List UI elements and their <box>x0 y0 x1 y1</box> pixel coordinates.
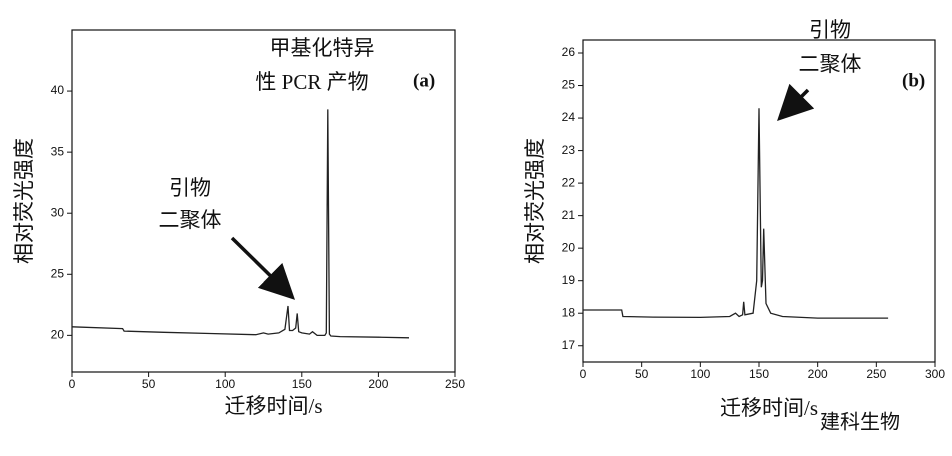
y-tick-label: 23 <box>562 143 576 157</box>
annotation: 甲基化特异 <box>270 36 375 60</box>
x-tick-label: 100 <box>690 367 710 381</box>
x-tick-label: 150 <box>292 377 312 391</box>
trace <box>583 108 889 319</box>
panel-label: (b) <box>902 70 925 91</box>
y-tick-label: 30 <box>51 205 65 219</box>
y-tick-label: 40 <box>51 83 65 97</box>
x-tick-label: 100 <box>215 377 235 391</box>
x-tick-label: 50 <box>635 367 649 381</box>
x-tick-label: 200 <box>368 377 388 391</box>
y-tick-label: 26 <box>562 45 576 59</box>
x-tick-label: 200 <box>808 367 828 381</box>
x-tick-label: 250 <box>866 367 886 381</box>
x-tick-label: 0 <box>580 367 587 381</box>
y-axis-label: 相对荧光强度 <box>523 138 547 264</box>
x-tick-label: 250 <box>445 377 465 391</box>
x-tick-label: 150 <box>749 367 769 381</box>
y-tick-label: 18 <box>562 305 576 319</box>
panel-label: (a) <box>413 70 435 91</box>
annotation: 二聚体 <box>799 52 862 76</box>
x-axis-label: 迁移时间/s <box>720 396 818 420</box>
x-tick-label: 0 <box>69 377 76 391</box>
annotation: 二聚体 <box>159 208 222 232</box>
y-tick-label: 25 <box>562 78 576 92</box>
x-tick-label: 50 <box>142 377 156 391</box>
y-tick-label: 21 <box>562 208 576 222</box>
y-tick-label: 20 <box>51 328 65 342</box>
y-tick-label: 22 <box>562 175 576 189</box>
trace <box>71 109 410 339</box>
y-tick-label: 24 <box>562 110 576 124</box>
plot-frame <box>71 29 456 373</box>
x-axis-label: 迁移时间/s <box>224 394 322 418</box>
y-tick-label: 25 <box>51 266 65 280</box>
watermark: 建科生物 <box>820 411 900 434</box>
arrow <box>777 83 815 121</box>
arrow <box>230 236 295 300</box>
annotation: 引物 <box>809 18 851 42</box>
y-axis-label: 相对荧光强度 <box>12 138 36 264</box>
y-tick-label: 19 <box>562 273 576 287</box>
x-tick-label: 300 <box>925 367 945 381</box>
annotation: 性 PCR 产物 <box>255 70 368 94</box>
annotation: 引物 <box>169 176 211 200</box>
plot-frame <box>582 39 936 363</box>
y-tick-label: 17 <box>562 338 576 352</box>
y-tick-label: 35 <box>51 144 65 158</box>
y-tick-label: 20 <box>562 240 576 254</box>
